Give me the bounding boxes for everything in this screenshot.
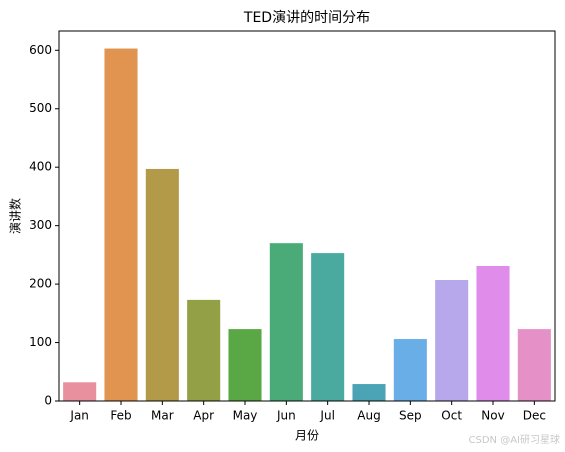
watermark: CSDN @AI研习星球 (469, 433, 560, 446)
y-tick-label: 600 (29, 43, 52, 57)
x-tick-label: Nov (481, 409, 504, 423)
bar (63, 382, 97, 401)
bar (435, 280, 469, 401)
bar (476, 265, 510, 401)
x-tick-label: Jul (319, 409, 334, 423)
bar (269, 243, 303, 401)
x-tick-label: Feb (110, 409, 131, 423)
x-tick-label: Mar (151, 409, 174, 423)
y-tick-label: 300 (29, 218, 52, 232)
bar (187, 299, 221, 401)
x-tick-label: Jan (69, 409, 89, 423)
x-tick-label: May (233, 409, 258, 423)
y-tick-label: 0 (44, 394, 52, 408)
x-tick-label: Sep (399, 409, 422, 423)
y-tick-label: 500 (29, 101, 52, 115)
y-tick-label: 400 (29, 160, 52, 174)
bar (145, 168, 179, 401)
x-tick-label: Dec (523, 409, 546, 423)
bar (104, 48, 138, 401)
chart-title: TED演讲的时间分布 (243, 10, 370, 26)
y-axis-label: 演讲数 (8, 198, 23, 234)
x-tick-label: Aug (357, 409, 380, 423)
y-tick-label: 200 (29, 277, 52, 291)
axes-frame (58, 30, 556, 402)
bar (517, 329, 551, 401)
x-tick-label: Oct (441, 409, 462, 423)
x-axis-label: 月份 (295, 429, 319, 443)
x-tick-label: Jun (276, 409, 296, 423)
bar (393, 339, 427, 401)
x-tick-label: Apr (193, 409, 214, 423)
y-tick-label: 100 (29, 335, 52, 349)
bar (311, 253, 345, 401)
bar (352, 384, 386, 401)
bar (228, 329, 262, 401)
